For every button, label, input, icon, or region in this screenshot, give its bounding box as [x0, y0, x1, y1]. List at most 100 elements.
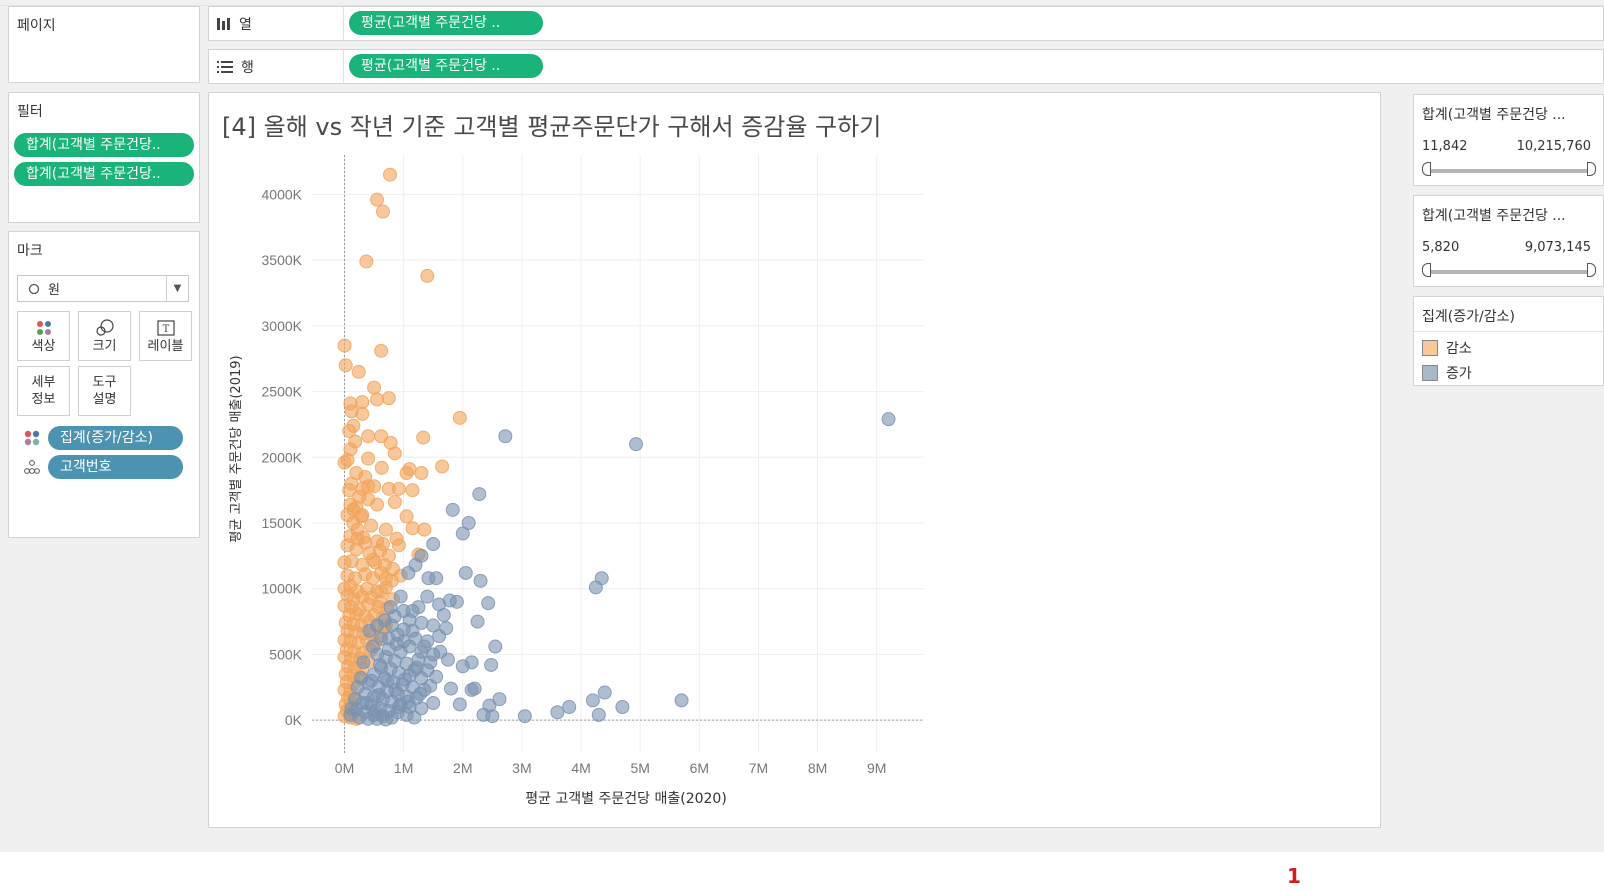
data-point-decrease [370, 497, 385, 512]
rows-shelf[interactable]: 행 평균(고객별 주문건당 .. [208, 49, 1604, 84]
data-point-decrease [391, 481, 406, 496]
legend-swatch-decrease [1422, 340, 1438, 356]
marks-card[interactable]: 마크 원 ▼ 색상 크기 T 레이블 세부 정보 [8, 231, 200, 538]
range-filter-1-track[interactable] [1425, 169, 1589, 173]
data-point-increase [597, 685, 612, 700]
color-button[interactable]: 색상 [17, 311, 70, 361]
data-point-increase [445, 502, 460, 517]
data-point-increase [426, 618, 441, 633]
y-tick-label: 1000K [262, 581, 303, 597]
color-button-label: 색상 [31, 338, 56, 354]
detail-button-label-2: 정보 [31, 392, 56, 407]
tooltip-button[interactable]: 도구 설명 [78, 366, 131, 416]
range-filter-2-max-handle[interactable] [1587, 263, 1596, 277]
y-tick-label: 4000K [262, 186, 303, 202]
data-point-increase [455, 526, 470, 541]
chevron-down-icon[interactable]: ▼ [166, 276, 188, 301]
data-point-increase [481, 596, 496, 611]
data-point-increase [413, 686, 428, 701]
color-dots-icon [24, 430, 40, 446]
x-tick-label: 9M [867, 760, 886, 776]
columns-label: 열 [239, 16, 252, 33]
filter-pill-2[interactable]: 합계(고객별 주문건당.. [14, 162, 194, 186]
data-point-increase [423, 655, 438, 670]
range-filter-2-min: 5,820 [1422, 240, 1460, 255]
rows-shelf-label: 행 [217, 50, 254, 83]
data-point-increase [364, 673, 379, 688]
x-tick-label: 1M [394, 760, 413, 776]
x-tick-label: 5M [630, 760, 649, 776]
data-point-decrease [383, 167, 398, 182]
data-point-decrease [374, 429, 389, 444]
pages-card[interactable]: 페이지 [8, 6, 200, 83]
data-point-decrease [374, 584, 389, 599]
detail-button[interactable]: 세부 정보 [17, 366, 70, 416]
scatter-chart[interactable]: 0M 1M 2M 3M 4M 5M 6M 7M 8M 9M 0K 500K 1000K 1500K 2000… [209, 93, 1382, 829]
data-point-increase [470, 614, 485, 629]
data-point-increase [420, 589, 435, 604]
range-filter-1-max-handle[interactable] [1587, 162, 1596, 176]
circle-mark-icon [28, 283, 40, 294]
range-filter-1[interactable]: 합계(고객별 주문건당 ... 11,842 10,215,760 [1413, 94, 1604, 186]
data-point-increase [397, 672, 412, 687]
data-point-increase [467, 681, 482, 696]
y-tick-label: 2500K [262, 384, 303, 400]
data-point-decrease [355, 395, 370, 410]
filters-title: 필터 [17, 104, 43, 120]
y-tick-label: 0K [285, 712, 303, 728]
data-point-decrease [370, 392, 385, 407]
legend-label-increase: 증가 [1446, 366, 1472, 382]
data-point-increase [461, 516, 476, 530]
data-point-increase [591, 707, 606, 722]
y-tick-label: 500K [269, 646, 302, 662]
mark-type-dropdown[interactable]: 원 ▼ [17, 275, 189, 302]
data-point-decrease [417, 522, 432, 537]
filters-card[interactable]: 필터 합계(고객별 주문건당.. 합계(고객별 주문건당.. [8, 92, 200, 223]
data-point-increase [388, 682, 403, 697]
chart-title: [4] 올해 vs 작년 기준 고객별 평균주문단가 구해서 증감율 구하기 [222, 113, 882, 141]
data-point-decrease [350, 522, 365, 537]
rows-shelf-divider [343, 50, 344, 83]
mark-type-label: 원 [48, 283, 60, 298]
data-point-decrease [351, 364, 366, 379]
data-point-increase [458, 565, 473, 580]
data-point-increase [550, 705, 565, 720]
y-tick-label: 1500K [262, 515, 303, 531]
range-filter-2-min-handle[interactable] [1422, 263, 1431, 277]
size-button[interactable]: 크기 [78, 311, 131, 361]
svg-text:T: T [162, 324, 169, 335]
data-point-increase [350, 680, 365, 695]
color-legend-title: 집계(증가/감소) [1422, 309, 1515, 325]
legend-item-decrease[interactable]: 감소 [1422, 338, 1472, 358]
y-axis-title: 평균 고객별 주문건당 매출(2019) [229, 355, 244, 542]
data-point-decrease [399, 509, 414, 524]
marks-pill-detail[interactable]: 고객번호 [48, 455, 183, 479]
data-point-decrease [387, 446, 402, 461]
rows-pill[interactable]: 평균(고객별 주문건당 .. [349, 54, 543, 78]
range-filter-1-title: 합계(고객별 주문건당 ... [1422, 107, 1566, 123]
label-button[interactable]: T 레이블 [139, 311, 192, 361]
marks-pill-color[interactable]: 집계(증가/감소) [48, 426, 183, 450]
color-legend[interactable]: 집계(증가/감소) 감소 증가 [1413, 296, 1604, 386]
legend-label-decrease: 감소 [1446, 341, 1472, 357]
x-tick-label: 0M [335, 760, 354, 776]
rows-label: 행 [241, 59, 254, 76]
data-point-increase [344, 701, 359, 716]
columns-pill[interactable]: 평균(고객별 주문건당 .. [349, 11, 543, 35]
range-filter-2-track[interactable] [1425, 270, 1589, 274]
data-point-increase [405, 623, 420, 638]
columns-shelf[interactable]: 열 평균(고객별 주문건당 .. [208, 6, 1604, 41]
data-point-increase [433, 644, 448, 659]
range-filter-1-min-handle[interactable] [1422, 162, 1431, 176]
data-point-increase [485, 709, 500, 724]
data-point-decrease [337, 455, 352, 470]
filter-pill-1[interactable]: 합계(고객별 주문건당.. [14, 133, 194, 157]
data-point-increase [368, 703, 383, 718]
legend-item-increase[interactable]: 증가 [1422, 363, 1472, 383]
y-tick-label: 3500K [262, 252, 303, 268]
range-filter-2[interactable]: 합계(고객별 주문건당 ... 5,820 9,073,145 [1413, 195, 1604, 287]
data-point-decrease [374, 460, 389, 475]
data-point-decrease [381, 391, 396, 406]
chart-card: [4] 올해 vs 작년 기준 고객별 평균주문단가 구해서 증감율 구하기 0… [208, 92, 1381, 828]
data-point-increase [436, 608, 451, 622]
